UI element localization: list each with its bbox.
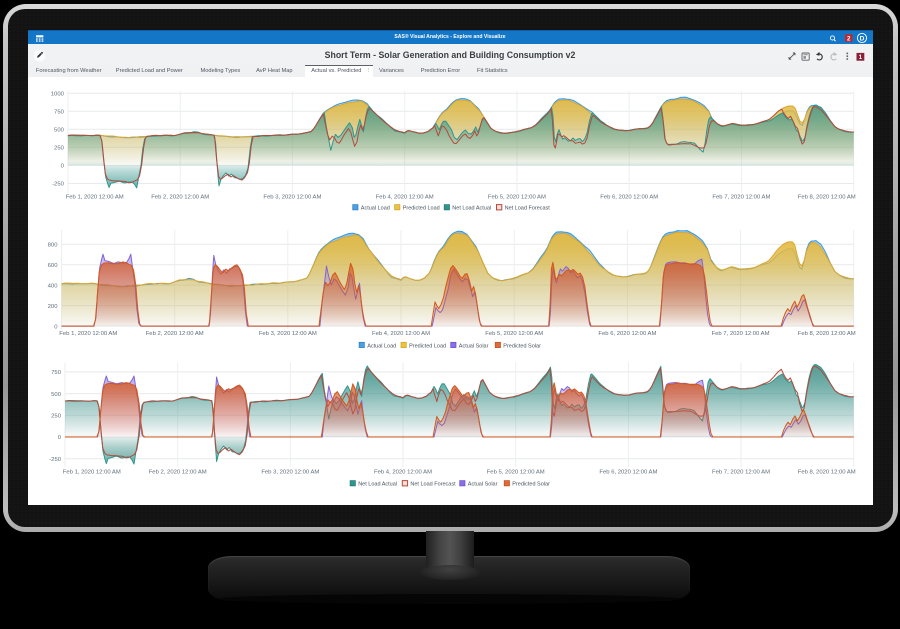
svg-text:800: 800 bbox=[47, 242, 58, 248]
svg-text:400: 400 bbox=[47, 283, 58, 289]
svg-text:Actual Solar: Actual Solar bbox=[467, 481, 497, 487]
svg-text:Feb 5, 2020 12:00 AM: Feb 5, 2020 12:00 AM bbox=[485, 330, 543, 336]
svg-text:Feb 1, 2020 12:00 AM: Feb 1, 2020 12:00 AM bbox=[59, 330, 117, 336]
svg-text:600: 600 bbox=[47, 262, 58, 268]
svg-text:750: 750 bbox=[54, 109, 65, 115]
svg-text:1: 1 bbox=[858, 54, 862, 61]
svg-text:Feb 3, 2020 12:00 AM: Feb 3, 2020 12:00 AM bbox=[261, 469, 319, 475]
svg-text:250: 250 bbox=[51, 413, 62, 419]
svg-text:Actual Load: Actual Load bbox=[367, 343, 396, 349]
svg-text:Feb 7, 2020 12:00 AM: Feb 7, 2020 12:00 AM bbox=[712, 469, 770, 475]
svg-text:Feb 2, 2020 12:00 AM: Feb 2, 2020 12:00 AM bbox=[148, 469, 206, 475]
svg-text:Feb 4, 2020 12:00 AM: Feb 4, 2020 12:00 AM bbox=[375, 194, 433, 200]
svg-text:Actual Solar: Actual Solar bbox=[458, 343, 488, 349]
svg-text:2: 2 bbox=[846, 35, 850, 42]
svg-text:Feb 4, 2020 12:00 AM: Feb 4, 2020 12:00 AM bbox=[374, 469, 432, 475]
svg-text:Feb 6, 2020 12:00 AM: Feb 6, 2020 12:00 AM bbox=[599, 469, 657, 475]
svg-text:Predicted Solar: Predicted Solar bbox=[512, 481, 550, 487]
svg-text:Feb 5, 2020 12:00 AM: Feb 5, 2020 12:00 AM bbox=[486, 469, 544, 475]
svg-text:Feb 1, 2020 12:00 AM: Feb 1, 2020 12:00 AM bbox=[65, 194, 123, 200]
svg-text:D: D bbox=[859, 35, 864, 42]
svg-text:0: 0 bbox=[60, 163, 64, 169]
svg-text:Feb 2, 2020 12:00 AM: Feb 2, 2020 12:00 AM bbox=[145, 330, 203, 336]
svg-text:Feb 7, 2020 12:00 AM: Feb 7, 2020 12:00 AM bbox=[711, 330, 769, 336]
svg-text:Predicted Solar: Predicted Solar bbox=[503, 343, 541, 349]
svg-text:Net Load Actual: Net Load Actual bbox=[452, 205, 491, 211]
svg-text:-250: -250 bbox=[49, 456, 62, 462]
svg-text:Feb 8, 2020 12:00 AM: Feb 8, 2020 12:00 AM bbox=[797, 330, 855, 336]
svg-text:250: 250 bbox=[54, 145, 65, 151]
svg-text:Feb 8, 2020 12:00 AM: Feb 8, 2020 12:00 AM bbox=[797, 469, 855, 475]
svg-text:200: 200 bbox=[47, 303, 58, 309]
svg-text:Net Load Forecast: Net Load Forecast bbox=[504, 205, 550, 211]
svg-text:1000: 1000 bbox=[50, 91, 64, 97]
svg-text:500: 500 bbox=[54, 127, 65, 133]
svg-text:Feb 1, 2020 12:00 AM: Feb 1, 2020 12:00 AM bbox=[62, 469, 120, 475]
svg-text:Feb 6, 2020 12:00 AM: Feb 6, 2020 12:00 AM bbox=[600, 194, 658, 200]
svg-text:Feb 5, 2020 12:00 AM: Feb 5, 2020 12:00 AM bbox=[487, 194, 545, 200]
svg-text:Net Load Actual: Net Load Actual bbox=[358, 481, 397, 487]
svg-text:Actual Load: Actual Load bbox=[360, 205, 389, 211]
svg-text:Predicted Load: Predicted Load bbox=[402, 205, 439, 211]
svg-text:Feb 8, 2020 12:00 AM: Feb 8, 2020 12:00 AM bbox=[797, 194, 855, 200]
svg-text:0: 0 bbox=[54, 324, 58, 330]
svg-text:0: 0 bbox=[57, 435, 61, 441]
svg-text:Feb 7, 2020 12:00 AM: Feb 7, 2020 12:00 AM bbox=[712, 194, 770, 200]
svg-text:Feb 2, 2020 12:00 AM: Feb 2, 2020 12:00 AM bbox=[151, 194, 209, 200]
svg-text:500: 500 bbox=[51, 391, 62, 397]
svg-text:Feb 4, 2020 12:00 AM: Feb 4, 2020 12:00 AM bbox=[372, 330, 430, 336]
svg-text:Feb 3, 2020 12:00 AM: Feb 3, 2020 12:00 AM bbox=[263, 194, 321, 200]
svg-text:Net Load Forecast: Net Load Forecast bbox=[410, 481, 456, 487]
svg-text:750: 750 bbox=[51, 370, 62, 376]
svg-text:Predicted Load: Predicted Load bbox=[409, 343, 446, 349]
svg-text:-250: -250 bbox=[52, 181, 65, 187]
svg-text:Feb 6, 2020 12:00 AM: Feb 6, 2020 12:00 AM bbox=[598, 330, 656, 336]
svg-text:Feb 3, 2020 12:00 AM: Feb 3, 2020 12:00 AM bbox=[258, 330, 316, 336]
